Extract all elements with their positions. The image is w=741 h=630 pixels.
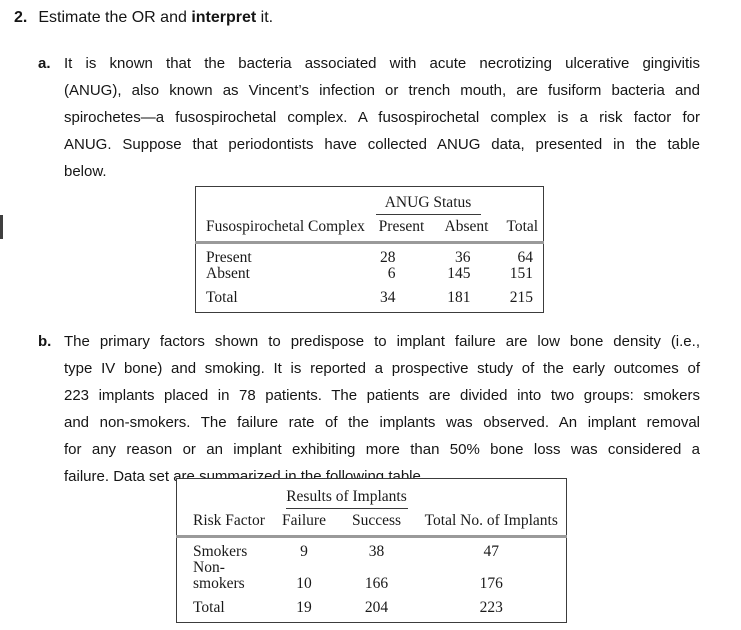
spanning-header: Results of Implants <box>285 489 408 509</box>
question-number: 2. <box>14 9 28 26</box>
left-edge-cursor-mark <box>0 215 3 239</box>
empty-cell <box>196 187 372 216</box>
part-a-paragraph: a. It is known that the bacteria associa… <box>38 50 700 185</box>
table-cell: 9 <box>300 543 308 560</box>
part-a-label: a. <box>38 55 51 72</box>
table-cell: 34 <box>380 289 396 306</box>
table-cell: 36 <box>455 249 471 266</box>
table-row: Smokers 9 38 47 <box>177 537 567 561</box>
anug-status-table: ANUG Status Fusospirochetal Complex Pres… <box>195 186 545 313</box>
table-cell: 38 <box>368 543 385 560</box>
row-label: Absent <box>206 265 250 282</box>
paragraph-line: spirochetes—a fusospirochetal complex. A… <box>64 109 700 126</box>
column-header: Absent <box>431 215 502 244</box>
table-span-header-row: Results of Implants <box>177 479 567 510</box>
column-header: Present <box>371 215 432 244</box>
column-header: Total No. of Implants <box>416 509 567 538</box>
table-cell: 10 <box>296 575 312 592</box>
part-a-text: It is known that the bacteria associated… <box>64 50 700 185</box>
table-total-row: Total 19 204 223 <box>177 592 567 623</box>
table-header-row: Fusospirochetal Complex Present Absent T… <box>195 215 544 244</box>
empty-cell <box>502 187 544 216</box>
column-header: Success <box>336 509 417 538</box>
paragraph-line: The primary factors shown to predispose … <box>64 333 700 350</box>
table-header-row: Risk Factor Failure Success Total No. of… <box>176 509 567 538</box>
column-header: Total <box>501 215 544 244</box>
table-span-header-row: ANUG Status <box>196 187 544 216</box>
table-total-row: Total 34 181 215 <box>196 282 544 313</box>
table-cell: 19 <box>296 599 312 616</box>
table-cell: 28 <box>380 249 396 266</box>
table-cell: 6 <box>387 265 396 282</box>
paragraph-line: type IV bone) and smoking. It is reporte… <box>64 360 700 377</box>
paragraph-line: ANUG. Suppose that periodontists have co… <box>64 136 700 153</box>
heading-text-end: it. <box>256 9 274 26</box>
implant-results-table: Results of Implants Risk Factor Failure … <box>176 478 567 623</box>
table-cell: 181 <box>447 289 471 306</box>
row-label: Total <box>193 599 225 616</box>
part-b-text: The primary factors shown to predispose … <box>64 328 700 490</box>
table-row: Absent 6 145 151 <box>196 266 544 282</box>
table-row: Non-smokers 10 166 176 <box>177 560 567 592</box>
part-b-label: b. <box>38 333 52 350</box>
spanning-header: ANUG Status <box>375 195 481 215</box>
paragraph-line: for any reason or an implant exhibiting … <box>64 441 700 458</box>
heading-text: Estimate the OR and <box>38 9 192 26</box>
table-cell: 47 <box>483 543 500 560</box>
table-cell: 145 <box>447 265 471 282</box>
row-group-header: Risk Factor <box>176 509 272 538</box>
part-b-paragraph: b. The primary factors shown to predispo… <box>38 328 700 490</box>
span-header-cell: Results of Implants <box>272 479 417 509</box>
paragraph-line: (ANUG), also known as Vincent’s infectio… <box>64 82 700 99</box>
paragraph-line: below. <box>64 163 107 180</box>
table-cell: 223 <box>479 599 503 616</box>
column-header: Failure <box>271 509 337 538</box>
paragraph-line: and non-smokers. The failure rate of the… <box>64 414 700 431</box>
span-header-cell: ANUG Status <box>372 187 502 215</box>
row-label: Total <box>206 289 238 306</box>
row-group-header: Fusospirochetal Complex <box>195 215 372 244</box>
empty-cell <box>177 479 272 510</box>
table-row: Present 28 36 64 <box>196 243 544 267</box>
question-heading: 2. Estimate the OR and interpret it. <box>14 8 273 28</box>
table-cell: 204 <box>364 599 389 616</box>
table-cell: 166 <box>364 575 389 592</box>
paragraph-line: 223 implants placed in 78 patients. The … <box>64 387 700 404</box>
empty-cell <box>417 479 567 510</box>
row-label: Present <box>206 249 252 266</box>
row-label: Non-smokers <box>193 559 245 592</box>
table-cell: 151 <box>509 265 534 282</box>
table-cell: 64 <box>517 249 534 266</box>
row-label: Smokers <box>193 543 248 560</box>
table-cell: 176 <box>479 575 503 592</box>
table-cell: 215 <box>509 289 534 306</box>
heading-bold-word: interpret <box>191 9 257 26</box>
paragraph-line: It is known that the bacteria associated… <box>64 55 700 72</box>
